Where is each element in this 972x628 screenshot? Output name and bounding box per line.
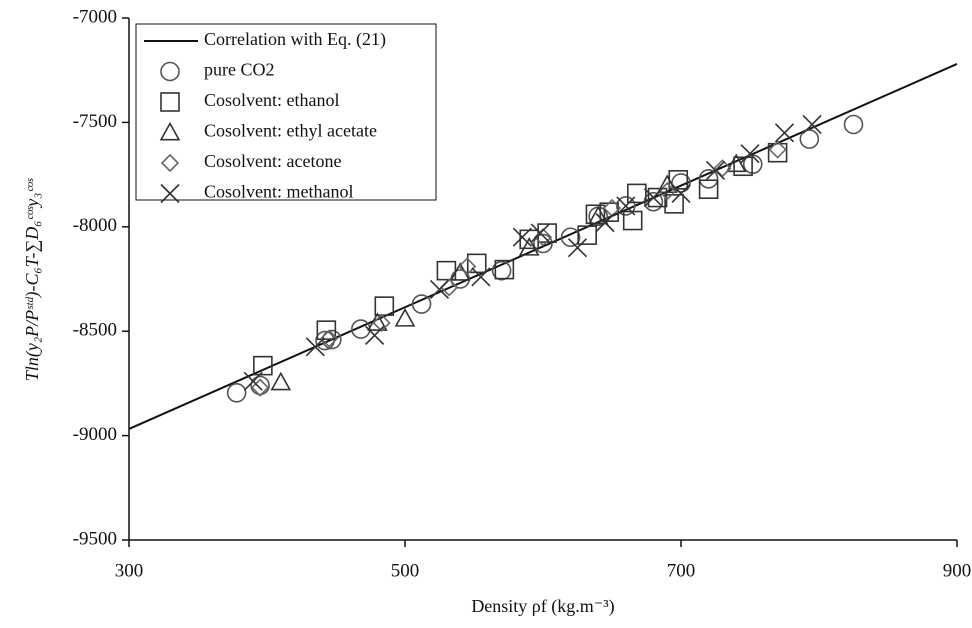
y-tick-label: -9500	[73, 528, 117, 549]
marker-square	[664, 194, 684, 214]
marker-triangle	[394, 308, 416, 327]
marker-square	[698, 179, 719, 200]
marker-cross	[567, 238, 588, 258]
marker-cross	[774, 123, 795, 143]
x-tick-label: 500	[391, 560, 420, 581]
legend-label: Cosolvent: ethyl acetate	[204, 121, 377, 141]
marker-diamond	[372, 313, 391, 332]
marker-circle	[799, 129, 820, 149]
marker-circle	[560, 227, 581, 248]
legend-label: Cosolvent: ethanol	[204, 90, 339, 110]
marker-square	[577, 225, 597, 245]
x-tick-label: 900	[943, 560, 972, 581]
marker-cross	[429, 279, 450, 300]
marker-square	[622, 210, 643, 231]
marker-diamond	[319, 329, 339, 348]
marker-cross	[643, 188, 663, 208]
marker-cross	[530, 223, 550, 243]
marker-square	[374, 296, 395, 316]
x-tick-label: 300	[115, 560, 144, 581]
marker-cross	[365, 325, 385, 345]
legend-label: pure CO2	[204, 60, 275, 80]
marker-square	[494, 259, 515, 280]
marker-diamond	[250, 378, 270, 397]
marker-cross	[243, 371, 263, 391]
marker-square	[316, 320, 337, 340]
marker-square	[253, 355, 273, 376]
marker-circle	[226, 382, 247, 403]
marker-triangle	[725, 153, 747, 173]
marker-cross	[305, 337, 325, 357]
marker-triangle	[587, 205, 609, 225]
marker-diamond	[457, 257, 477, 276]
marker-cross	[740, 144, 760, 164]
marker-square	[436, 260, 457, 281]
legend-marker	[160, 183, 180, 204]
y-tick-label: -7500	[73, 111, 117, 132]
marker-triangle	[367, 312, 388, 331]
marker-diamond	[768, 140, 787, 159]
marker-circle	[671, 173, 691, 193]
marker-square	[733, 156, 753, 177]
legend-label: Cosolvent: methanol	[204, 182, 353, 202]
marker-square	[647, 187, 668, 208]
marker-circle	[643, 191, 664, 212]
marker-triangle	[518, 237, 540, 256]
legend-marker	[160, 92, 180, 112]
marker-circle	[351, 319, 371, 339]
legend-marker	[160, 153, 180, 173]
legend-box	[135, 23, 437, 201]
marker-cross	[705, 160, 726, 180]
marker-triangle	[656, 174, 678, 194]
marker-cross	[471, 267, 491, 287]
marker-circle	[411, 294, 432, 314]
marker-circle	[491, 260, 512, 281]
correlation-line	[128, 63, 958, 430]
marker-square	[767, 142, 788, 163]
legend-marker	[160, 61, 180, 82]
y-tick-label: -7000	[73, 6, 117, 27]
x-tick-label: 700	[667, 560, 696, 581]
marker-triangle	[270, 371, 292, 391]
marker-cross	[512, 227, 532, 247]
marker-circle	[533, 233, 553, 254]
y-axis-label: Tln(y₂P/Pˢᵗᵈ)-C₆T-∑D₆ᶜᵒˢy₃ᶜᵒˢ	[22, 178, 43, 381]
marker-square	[466, 253, 487, 274]
marker-cross	[595, 213, 615, 233]
y-tick-label: -9000	[73, 424, 117, 445]
legend-marker	[159, 121, 181, 141]
y-tick-label: -8500	[73, 320, 117, 341]
marker-circle	[698, 168, 719, 189]
y-tick-label: -8000	[73, 215, 117, 236]
legend-label: Cosolvent: acetone	[204, 151, 341, 171]
marker-cross	[802, 114, 822, 135]
x-axis-label: Density ρf (kg.m⁻³)	[471, 596, 614, 617]
marker-cross	[616, 196, 636, 216]
legend-label: Correlation with Eq. (21)	[204, 29, 386, 50]
marker-circle	[843, 114, 864, 135]
marker-square	[627, 183, 647, 204]
marker-cross	[671, 183, 691, 203]
